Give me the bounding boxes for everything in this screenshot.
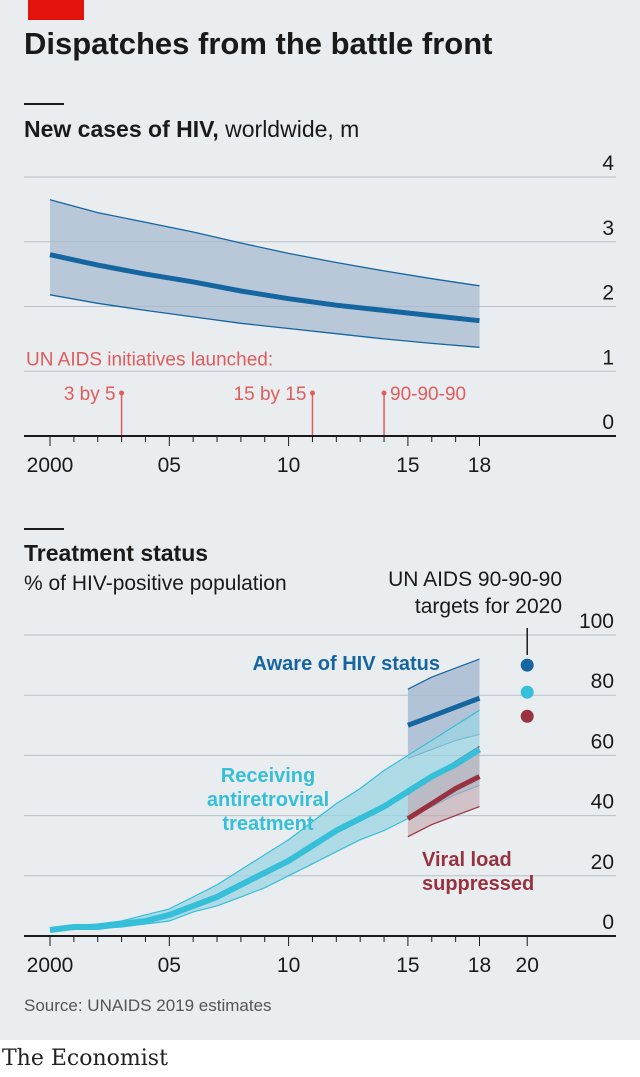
y-tick-label-1: 1 [602,346,614,369]
series-label-1: Receiving antiretroviral treatment [207,765,329,835]
x-tick-label-2018: 18 [468,454,491,477]
series-line-2 [406,774,481,821]
y-tick-label-40: 40 [591,791,614,814]
y-tick-label-0: 0 [602,411,614,434]
panel-1-subtitle: worldwide, m [225,116,360,142]
target-dot-2 [520,709,534,723]
targets-note: UN AIDS 90-90-90 targets for 2020 [340,566,562,620]
series-band-upper-0 [407,658,480,690]
y-tick-label-80: 80 [591,670,614,693]
new-cases-band-upper [49,199,480,287]
source-note: Source: UNAIDS 2019 estimates [24,996,272,1015]
x-tick-label-2015: 15 [396,954,419,977]
x-tick-label-2020: 20 [516,954,539,977]
initiative-dot-0 [119,390,125,396]
initiative-label-0: 3 by 5 [64,384,116,405]
y-tick-label-4: 4 [602,152,614,175]
initiative-label-2: 90-90-90 [390,384,466,405]
x-tick-label-2015: 15 [396,454,419,477]
x-tick-label-2000: 2000 [27,454,74,477]
new-cases-chart: 0 1 2 3 4 UN AIDS initiatives launched: 3 by 5… [24,152,616,477]
target-dot-1 [520,685,534,699]
initiatives-header: UN AIDS initiatives launched: [26,349,273,370]
y-tick-label-100: 100 [579,610,614,633]
series-label-1-line-2: treatment [222,813,313,835]
targets-note-line-1: UN AIDS 90-90-90 [388,568,562,591]
initiative-dot-2 [381,390,387,396]
x-tick-label-2010: 10 [277,454,300,477]
x-tick-label-2018: 18 [468,954,491,977]
y-tick-label-2: 2 [602,282,614,305]
series-label-1-line-1: antiretroviral [207,789,329,811]
chart-card: Dispatches from the battle front New cas… [0,0,640,1040]
series-line-0 [407,695,481,728]
y-tick-label-60: 60 [591,730,614,753]
target-dot-0 [520,658,534,672]
economist-logo-text: The Economist [2,1046,168,1071]
panel-2-rule [24,528,64,530]
x-tick-label-2005: 05 [158,954,181,977]
y-tick-label-3: 3 [602,217,614,240]
x-tick-label-2010: 10 [277,954,300,977]
treatment-status-chart: 0 20 40 60 80 100 Aware of HIV status Receiving… [24,610,616,977]
series-label-0: Aware of HIV status [253,653,440,675]
new-cases-band-lower [49,294,480,348]
initiative-dot-1 [309,390,315,396]
panel-2-subtitle: % of HIV-positive population [24,572,287,595]
new-cases-line [49,252,480,324]
series-label-2: Viral load suppressed [422,849,534,895]
targets-note-line-2: targets for 2020 [414,595,562,618]
series-label-2-line-1: suppressed [422,873,534,895]
series-label-0-line-0: Aware of HIV status [253,653,440,675]
series-line-1 [49,746,482,933]
panel-1-title-bold: New cases of HIV, [24,116,219,142]
series-band-2 [407,746,480,837]
series-band-lower-2 [407,806,480,838]
initiative-label-1: 15 by 15 [234,384,307,405]
panel-1-rule [24,103,64,105]
panel-1-title: New cases of HIV, worldwide, m [24,116,359,143]
series-label-1-line-0: Receiving [221,765,315,787]
y-tick-label-0: 0 [602,911,614,934]
y-tick-label-20: 20 [591,851,614,874]
brand-red-tag [28,0,84,20]
series-label-2-line-0: Viral load [422,849,512,871]
headline: Dispatches from the battle front [24,26,493,61]
x-tick-label-2000: 2000 [27,954,74,977]
x-tick-label-2005: 05 [158,454,181,477]
panel-2-title: Treatment status [24,540,209,566]
